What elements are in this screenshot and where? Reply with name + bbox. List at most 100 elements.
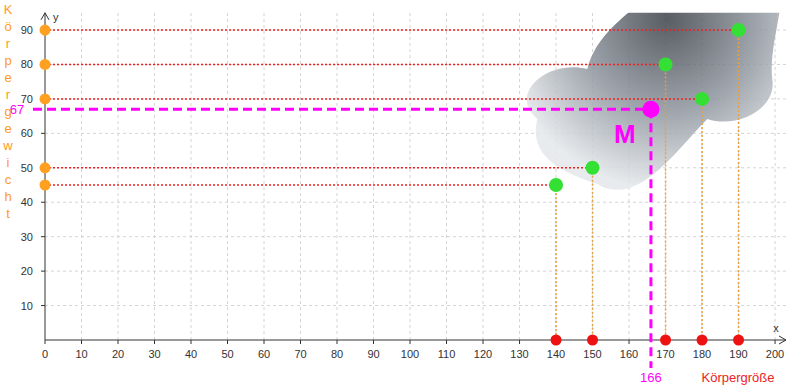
y-arrow [41,13,49,20]
x-tick-label: 160 [620,348,638,360]
projection-x [555,185,557,340]
mean-line-x [649,109,652,368]
x-tick [154,340,155,344]
x-tick-label: 180 [693,348,711,360]
grid-line [337,13,338,340]
x-tick-label: 130 [510,348,528,360]
x-tick [118,340,119,344]
grid-line [373,13,374,340]
grid-line [45,167,786,168]
grid-line [45,236,786,237]
x-tick-label: 80 [331,348,343,360]
projection-y [45,29,739,31]
x-tick [483,340,484,344]
x-tick-label: 150 [583,348,601,360]
grid-line [775,13,776,340]
grid-line [483,13,484,340]
cloud [527,13,783,190]
x-tick [410,340,411,344]
projection-y [45,167,593,169]
projection-y [45,64,666,66]
y-projection-dot [40,25,51,36]
y-projection-dot [40,162,51,173]
grid-line [45,271,786,272]
grid-line [446,13,447,340]
y-tick-label: 90 [21,24,33,36]
x-tick [81,340,82,344]
grid-line [45,30,786,31]
x-tick-label: 140 [547,348,565,360]
plot-area [45,13,782,340]
x-tick-label: 190 [729,348,747,360]
y-tick-label: 40 [21,196,33,208]
data-point [586,161,600,175]
grid-line [45,305,786,306]
x-tick-label: 0 [42,348,48,360]
x-tick-label: 100 [401,348,419,360]
x-tick-label: 70 [294,348,306,360]
y-axis-label: Körpergewicht [2,2,13,221]
projection-y [45,98,702,100]
chart: x y 0 10 20 30 40 50 60 70 80 90 100 110 120 130 140 150 1… [0,0,796,390]
x-tick-label: 30 [148,348,160,360]
y-axis-name: y [53,11,59,23]
mean-x-label: 166 [640,370,662,385]
grid-line [191,13,192,340]
data-point [549,178,563,192]
x-tick [373,340,374,344]
x-projection-dot [587,335,598,346]
x-tick-label: 120 [474,348,492,360]
x-tick [191,340,192,344]
grid-line [81,13,82,340]
x-tick [629,340,630,344]
projection-x [701,99,703,340]
grid-line [118,13,119,340]
x-tick [446,340,447,344]
y-tick [41,271,45,272]
y-projection-dot [40,59,51,70]
y-tick-label: 80 [21,58,33,70]
x-tick [45,340,46,344]
x-projection-dot [733,335,744,346]
y-projection-dot [40,93,51,104]
x-tick-label: 50 [221,348,233,360]
grid-line [556,13,557,340]
y-tick-label: 30 [21,231,33,243]
x-tick-label: 10 [75,348,87,360]
y-tick [41,236,45,237]
x-tick [775,340,776,344]
data-point [695,92,709,106]
projection-x [738,30,740,340]
mean-line-y [33,108,651,111]
x-tick-label: 20 [112,348,124,360]
x-tick [300,340,301,344]
grid-line [410,13,411,340]
x-tick-label: 110 [438,348,456,360]
y-tick-label: 50 [21,162,33,174]
x-tick [227,340,228,344]
x-arrow [779,336,786,344]
y-tick [41,133,45,134]
mean-y-label: 67 [10,102,24,117]
x-axis-name: x [773,322,779,334]
grid-line [45,202,786,203]
x-tick-label: 170 [656,348,674,360]
data-point [659,57,673,71]
projection-x [665,64,667,340]
x-axis-label: Körpergröße [702,370,775,385]
x-projection-dot [660,335,671,346]
y-tick [41,202,45,203]
grid-line [227,13,228,340]
data-point [732,23,746,37]
y-tick-label: 20 [21,265,33,277]
mean-label: M [614,119,636,149]
y-projection-dot [40,180,51,191]
x-projection-dot [697,335,708,346]
x-tick-label: 200 [766,348,784,360]
y-tick-label: 60 [21,127,33,139]
x-tick [337,340,338,344]
grid-line [154,13,155,340]
x-projection-dot [551,335,562,346]
grid-line [45,98,786,99]
y-tick [41,305,45,306]
